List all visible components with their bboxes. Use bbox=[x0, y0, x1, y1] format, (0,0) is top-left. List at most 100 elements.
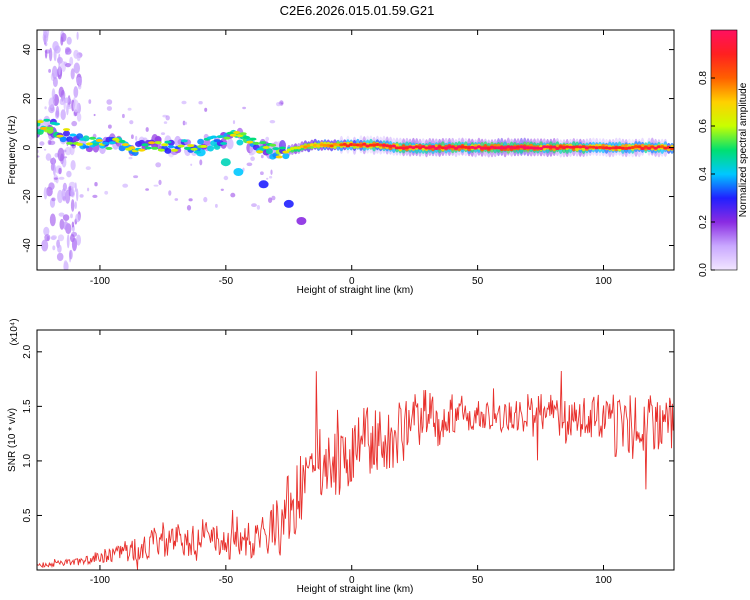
spectrogram-ridge-cell bbox=[76, 133, 84, 140]
spectrogram-speckle bbox=[232, 120, 236, 125]
spectrogram-ridge-cell bbox=[249, 137, 257, 141]
spectrogram-ridge-cell bbox=[290, 147, 295, 150]
spectrogram-noise-blob bbox=[63, 260, 68, 268]
spectrogram-speckle bbox=[168, 190, 172, 196]
spectrogram-speckle bbox=[186, 205, 192, 211]
spectrogram-ridge-cell bbox=[421, 145, 426, 149]
spectrogram-ridge-cell bbox=[571, 145, 576, 149]
spectrogram-noise-blob bbox=[57, 147, 65, 162]
spectrogram-speckle bbox=[250, 156, 255, 161]
x-tick-label: -100 bbox=[90, 575, 110, 586]
spectrogram-y-axis-label: Frequency (Hz) bbox=[7, 116, 18, 185]
spectrogram-speckle bbox=[155, 162, 162, 168]
spectrogram-ridge-cell bbox=[643, 145, 648, 149]
spectrogram-noise-blob bbox=[78, 83, 82, 90]
spectrogram-ridge-cell bbox=[210, 135, 218, 139]
spectrogram-ridge-cell bbox=[522, 146, 527, 150]
spectrogram-ridge-cell bbox=[630, 146, 635, 149]
spectrogram-ridge-cell bbox=[53, 122, 61, 126]
spectrogram-speckle bbox=[174, 198, 179, 201]
spectrogram-noise-blob bbox=[70, 189, 74, 197]
spectrogram-ridge-cell bbox=[40, 126, 47, 130]
spectrogram-frame bbox=[36, 29, 675, 271]
spectrogram-ridge-cell bbox=[666, 145, 671, 149]
spectrogram-speckle bbox=[199, 159, 203, 166]
spectrogram-speckle bbox=[122, 113, 125, 119]
spectrogram-noise-blob bbox=[52, 41, 59, 52]
spectrogram-ridge-cell bbox=[450, 145, 455, 149]
spectrogram-ridge-cell bbox=[653, 146, 658, 150]
spectrogram-speckle bbox=[58, 176, 65, 180]
spectrogram-ridge-cell bbox=[121, 143, 129, 147]
spectrogram-ridge-cell bbox=[610, 146, 616, 150]
spectrogram-speckle bbox=[242, 106, 247, 110]
spectrogram-noise-blob bbox=[69, 249, 73, 260]
spectrogram-ridge-cell bbox=[193, 150, 201, 154]
spectrogram-ridge-cell bbox=[148, 141, 156, 145]
spectrogram-ridge-cell bbox=[272, 147, 280, 151]
spectrogram-ridge-cell bbox=[401, 146, 406, 150]
x-tick-label: 50 bbox=[472, 276, 484, 287]
spectrogram-x-ticks: -100 -50 0 50 100 bbox=[90, 30, 612, 287]
spectrogram-ridge-cell bbox=[407, 145, 413, 149]
spectrogram-noise-blob bbox=[44, 234, 51, 242]
snr-series-line bbox=[37, 370, 674, 570]
spectrogram-noise-blob bbox=[76, 112, 82, 122]
spectrogram-speckle bbox=[39, 141, 45, 146]
spectrogram-noise-blob bbox=[70, 68, 75, 80]
spectrogram-ridge-cell bbox=[466, 146, 472, 150]
spectrogram-ridge-cell bbox=[239, 132, 247, 136]
x-tick-label: -50 bbox=[219, 575, 234, 586]
spectrogram-ridge-cell bbox=[440, 146, 446, 150]
spectrogram-speckle bbox=[270, 169, 273, 175]
spectrogram-speckle bbox=[122, 183, 129, 188]
spectrogram-ridge-cell bbox=[394, 146, 400, 150]
spectrogram-ridge-cell bbox=[37, 129, 41, 133]
colorbar-tick-label: 0.2 bbox=[698, 215, 709, 229]
y-tick-label: 1.0 bbox=[22, 454, 33, 468]
spectrogram-noise-blob bbox=[71, 221, 75, 228]
spectrogram-noise-blob bbox=[76, 54, 81, 61]
spectrogram-speckle bbox=[62, 149, 67, 153]
spectrogram-noise-blob bbox=[64, 146, 72, 156]
y-tick-label: 40 bbox=[22, 44, 33, 56]
y-tick-label: -40 bbox=[22, 238, 33, 253]
spectrogram-ridge-cell bbox=[565, 145, 570, 149]
spectrogram-ridge-cell bbox=[519, 145, 524, 149]
spectrogram-ridge-cell bbox=[89, 136, 97, 140]
spectrogram-ridge-cell bbox=[223, 136, 231, 140]
spectrogram-ridge-cell bbox=[69, 133, 77, 137]
spectrogram-noise-blob bbox=[61, 95, 64, 102]
spectrogram-ridge-cell bbox=[594, 146, 599, 150]
spectrogram-ridge-cell bbox=[342, 142, 347, 146]
spectrogram-noise-blob bbox=[67, 104, 72, 110]
spectrogram-noise-blob bbox=[48, 47, 53, 62]
spectrogram-ridge-cell bbox=[414, 145, 419, 149]
spectrogram-ridge-cell bbox=[161, 143, 169, 147]
spectrogram-speckle bbox=[94, 182, 98, 187]
spectrogram-ridge-cell bbox=[180, 139, 188, 143]
spectrogram-ridge-cell bbox=[411, 146, 416, 150]
spectrogram-speckle bbox=[160, 132, 166, 136]
spectrogram-noise-blob bbox=[51, 235, 57, 240]
spectrogram-speckle bbox=[85, 166, 91, 171]
spectrogram-ridge-cell bbox=[167, 145, 175, 149]
spectrogram-speckle bbox=[129, 120, 134, 125]
snr-x-axis-label: Height of straight line (km) bbox=[297, 584, 414, 595]
spectrogram-ridge-cell bbox=[243, 135, 250, 139]
spectrogram-speckle bbox=[246, 162, 253, 167]
spectrogram-ridge-cell bbox=[220, 142, 228, 145]
spectrogram-speckle bbox=[153, 184, 159, 187]
spectrogram-ridge-cell bbox=[486, 146, 491, 150]
spectrogram-speckle bbox=[260, 154, 264, 159]
spectrogram-ridge-cell bbox=[660, 145, 665, 149]
spectrogram-noise-blob bbox=[52, 76, 58, 88]
spectrogram-ridge-cell bbox=[509, 145, 514, 149]
colorbar-gradient bbox=[711, 30, 737, 270]
spectrogram-noise-blob bbox=[43, 226, 50, 236]
spectrogram-ridge-cell bbox=[349, 143, 354, 146]
spectrogram-ridge-cell bbox=[388, 144, 393, 148]
spectrogram-speckle bbox=[128, 156, 133, 160]
spectrogram-ridge-cell bbox=[578, 145, 583, 149]
